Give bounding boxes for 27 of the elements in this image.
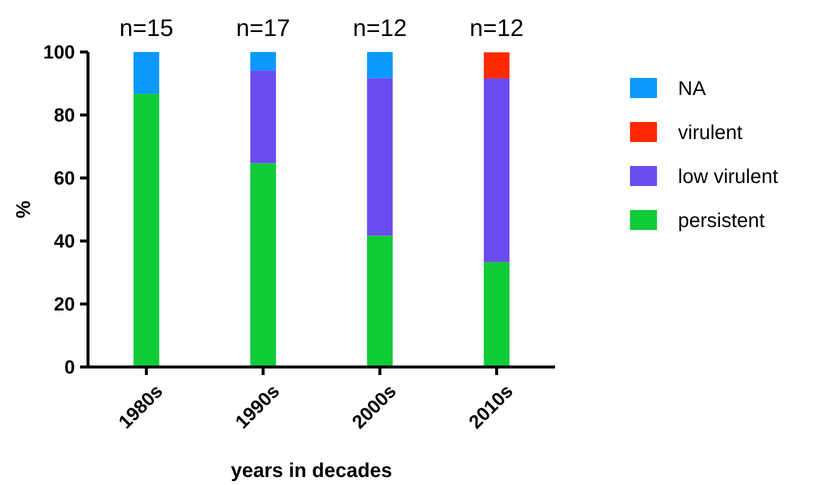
- y-tick-label: 20: [54, 294, 75, 316]
- annotation: n=12: [470, 15, 524, 42]
- bar: [484, 262, 510, 367]
- bar: [250, 70, 276, 164]
- bar: [250, 163, 276, 367]
- annotation: n=15: [119, 15, 174, 42]
- y-tick-label: 80: [54, 106, 75, 127]
- y-tick-label: 100: [43, 42, 75, 64]
- annotation: n=17: [236, 15, 290, 42]
- bar: [367, 52, 393, 78]
- legend-label: NA: [678, 78, 706, 100]
- bar: [367, 78, 393, 236]
- y-tick-label: 40: [54, 232, 75, 253]
- bar: [367, 236, 393, 367]
- legend-label: low virulent: [678, 166, 778, 188]
- bar: [484, 52, 510, 78]
- y-axis-title: %: [13, 200, 35, 218]
- bar: [134, 52, 160, 94]
- y-tick-label: 0: [64, 358, 75, 379]
- bar: [134, 94, 160, 367]
- annotation: n=12: [352, 15, 407, 42]
- legend-label: virulent: [678, 122, 743, 144]
- bar: [250, 52, 276, 71]
- x-axis-title: years in decades: [230, 460, 392, 482]
- bar: [484, 78, 510, 262]
- legend-label: persistent: [678, 210, 766, 232]
- y-tick-label: 60: [54, 168, 75, 190]
